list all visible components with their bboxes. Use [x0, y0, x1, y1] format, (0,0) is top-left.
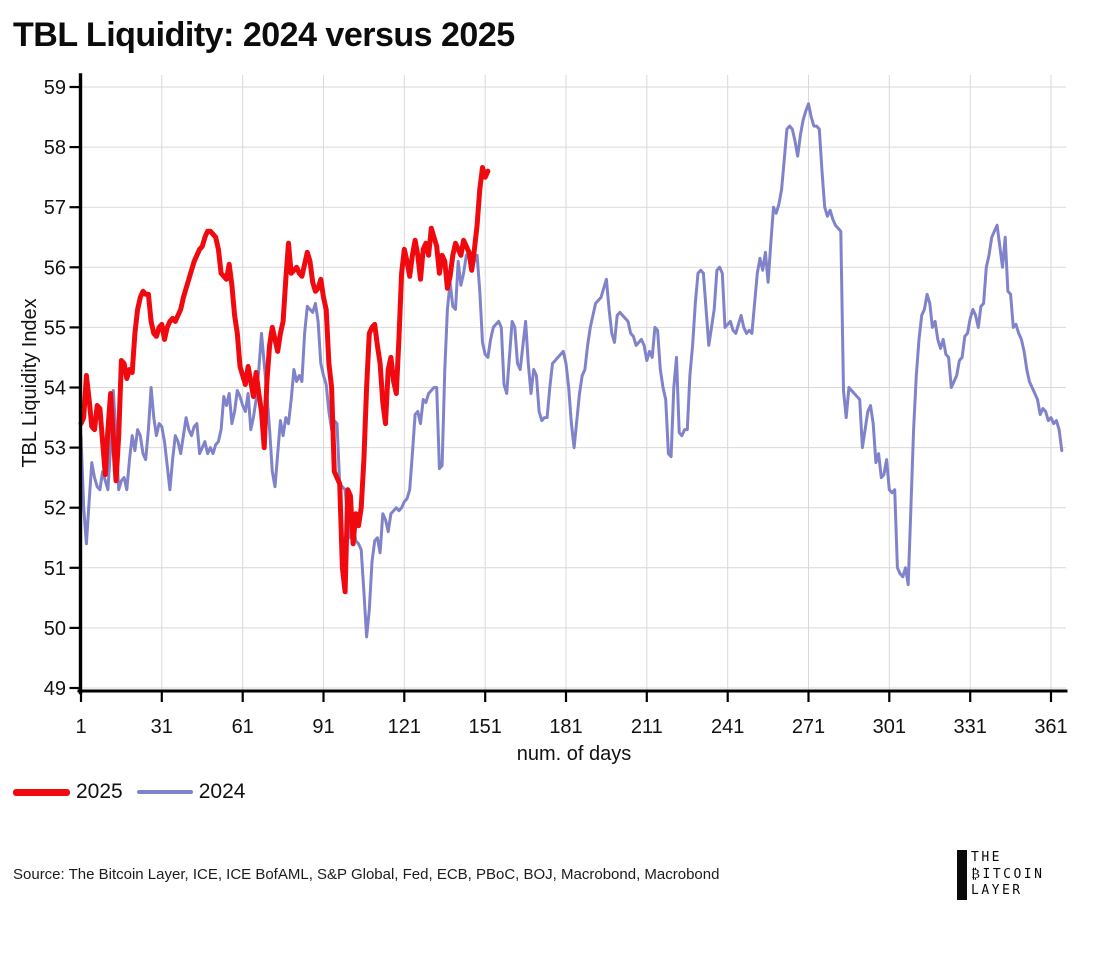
the-bitcoin-layer-logo: THE ₿ITCOIN LAYER: [957, 850, 1044, 900]
legend-label-2025: 2025: [76, 780, 123, 803]
x-tick-label: 301: [873, 716, 906, 738]
y-tick-label: 51: [44, 558, 66, 580]
x-tick-label: 271: [792, 716, 825, 738]
x-tick-label: 91: [312, 716, 334, 738]
x-tick-label: 61: [232, 716, 254, 738]
x-tick-label: 361: [1034, 716, 1067, 738]
y-tick-label: 58: [44, 137, 66, 159]
x-tick-label: 331: [954, 716, 987, 738]
chart-title: TBL Liquidity: 2024 versus 2025: [13, 16, 515, 54]
y-tick-label: 54: [44, 378, 66, 400]
logo-line-bitcoin: ₿ITCOIN: [971, 866, 1045, 882]
legend-label-2024: 2024: [198, 780, 246, 803]
x-tick-label: 211: [631, 716, 663, 738]
y-tick-label: 53: [44, 438, 66, 460]
y-tick-label: 52: [44, 498, 66, 520]
series-line-2025: [78, 165, 491, 595]
y-tick-label: 49: [44, 678, 66, 700]
logo-bar-icon: [957, 850, 967, 900]
logo-text: THE ₿ITCOIN LAYER: [971, 850, 1044, 900]
legend: 2025 2024: [13, 780, 245, 804]
x-tick-label: 151: [469, 716, 502, 738]
y-tick-label: 59: [44, 77, 66, 99]
x-tick-label: 31: [151, 716, 173, 738]
x-axis-title: num. of days: [517, 743, 632, 765]
logo-line-the: THE: [971, 850, 1002, 865]
y-tick-label: 55: [44, 317, 66, 339]
x-tick-label: 1: [75, 716, 86, 738]
y-axis-title: TBL Liquidity Index: [19, 298, 41, 467]
x-tick-label: 121: [388, 716, 421, 738]
source-attribution: Source: The Bitcoin Layer, ICE, ICE BofA…: [13, 866, 720, 883]
series-line-2024: [79, 102, 1064, 639]
x-tick-label: 241: [711, 716, 744, 738]
y-tick-label: 57: [44, 197, 66, 219]
line-chart-plot: 49 50 51 52 53 54 55 56 57 58 59 1 31 61 91 121 151 181 21…: [19, 73, 1068, 765]
legend-swatch-2025: [13, 788, 70, 796]
y-tick-label: 50: [44, 618, 66, 640]
legend-item-2025: 2025: [13, 780, 123, 804]
y-tick-label: 56: [44, 257, 66, 279]
legend-item-2024: 2024: [136, 780, 246, 804]
legend-swatch-2024: [136, 790, 193, 794]
x-tick-label: 181: [549, 716, 582, 738]
logo-line-layer: LAYER: [971, 883, 1023, 898]
